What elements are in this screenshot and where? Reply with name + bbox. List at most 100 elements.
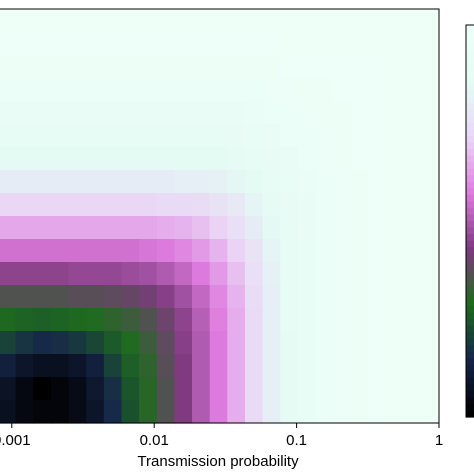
heatmap-cell — [0, 193, 17, 217]
heatmap-cell — [368, 32, 387, 56]
heatmap-cell — [333, 170, 352, 194]
heatmap-cell — [386, 193, 405, 217]
heatmap-cell — [192, 32, 211, 56]
heatmap-cell — [139, 9, 158, 33]
heatmap-cell — [297, 124, 317, 148]
colorbar-segment — [466, 312, 474, 320]
heatmap-cell — [86, 170, 105, 194]
colorbar-segment — [466, 142, 474, 150]
plot-frame — [0, 8, 440, 424]
heatmap-cell — [0, 354, 17, 378]
heatmap-cell — [121, 78, 140, 102]
heatmap-cell — [333, 32, 352, 56]
heatmap-cell — [403, 193, 422, 217]
heatmap-cell — [50, 193, 70, 217]
heatmap-cell — [315, 78, 334, 102]
heatmap-cell — [50, 331, 70, 355]
heatmap-cell — [315, 308, 334, 332]
heatmap-cell — [86, 377, 105, 401]
heatmap-cell — [262, 78, 281, 102]
heatmap-cell — [174, 78, 193, 102]
heatmap-cell — [15, 308, 34, 332]
heatmap-cell — [244, 377, 264, 401]
colorbar-segment — [466, 240, 474, 248]
heatmap-cell — [386, 55, 405, 79]
heatmap-cell — [403, 170, 422, 194]
heatmap-cell — [421, 377, 440, 401]
heatmap-cell — [315, 354, 334, 378]
heatmap-cell — [350, 147, 370, 171]
colorbar-segment — [466, 371, 474, 379]
heatmap-cell — [103, 193, 123, 217]
heatmap-cell — [297, 308, 317, 332]
colorbar-segment — [466, 38, 474, 46]
heatmap-cell — [350, 78, 370, 102]
heatmap-cell — [209, 170, 228, 194]
heatmap-cell — [386, 101, 405, 125]
heatmap-cell — [244, 124, 264, 148]
heatmap-cell — [315, 262, 334, 286]
heatmap-cell — [68, 32, 87, 56]
heatmap-cell — [315, 216, 334, 240]
heatmap-cell — [315, 239, 334, 263]
heatmap-cell — [103, 216, 123, 240]
colorbar-segment — [466, 358, 474, 366]
heatmap-cell — [386, 262, 405, 286]
heatmap-cell — [68, 170, 87, 194]
heatmap-cell — [121, 354, 140, 378]
heatmap-cell — [86, 308, 105, 332]
heatmap-cell — [227, 400, 246, 424]
heatmap-cell — [0, 308, 17, 332]
heatmap-cell — [227, 32, 246, 56]
heatmap-cell — [421, 9, 440, 33]
colorbar-segment — [466, 227, 474, 235]
heatmap-cell — [244, 216, 264, 240]
heatmap-cell — [156, 308, 175, 332]
heatmap-cell — [156, 55, 175, 79]
heatmap-cell — [350, 55, 370, 79]
heatmap-cell — [209, 285, 228, 309]
heatmap-cell — [0, 216, 17, 240]
colorbar-segment — [466, 194, 474, 202]
heatmap-cell — [15, 262, 34, 286]
heatmap-cell — [103, 9, 123, 33]
heatmap-cell — [156, 101, 175, 125]
heatmap-cell — [280, 400, 299, 424]
heatmap-cell — [368, 147, 387, 171]
heatmap-cell — [297, 262, 317, 286]
heatmap-cell — [103, 331, 123, 355]
heatmap-cell — [244, 331, 264, 355]
colorbar-segment — [466, 181, 474, 189]
heatmap-cell — [262, 124, 281, 148]
heatmap-cell — [0, 9, 17, 33]
heatmap-cell — [50, 101, 70, 125]
heatmap-cell — [139, 308, 158, 332]
heatmap-cell — [421, 308, 440, 332]
heatmap-cell — [280, 55, 299, 79]
heatmap-cell — [174, 9, 193, 33]
heatmap-cell — [227, 216, 246, 240]
heatmap-cell — [0, 147, 17, 171]
heatmap-cell — [244, 32, 264, 56]
heatmap-cell — [350, 262, 370, 286]
heatmap-cell — [421, 147, 440, 171]
heatmap-cell — [139, 32, 158, 56]
heatmap-cell — [15, 124, 34, 148]
heatmap-cell — [0, 124, 17, 148]
heatmap-cell — [68, 9, 87, 33]
colorbar-segment — [466, 253, 474, 261]
colorbar-segment — [466, 31, 474, 39]
heatmap-cell — [368, 285, 387, 309]
heatmap-cell — [33, 239, 52, 263]
heatmap-cell — [86, 124, 105, 148]
colorbar-segment — [466, 168, 474, 176]
heatmap-cell — [121, 170, 140, 194]
heatmap-cell — [280, 9, 299, 33]
heatmap-cell — [227, 124, 246, 148]
heatmap-cell — [368, 9, 387, 33]
heatmap-cell — [262, 55, 281, 79]
heatmap-cell — [86, 262, 105, 286]
heatmap-cell — [33, 32, 52, 56]
colorbar-segment — [466, 260, 474, 268]
